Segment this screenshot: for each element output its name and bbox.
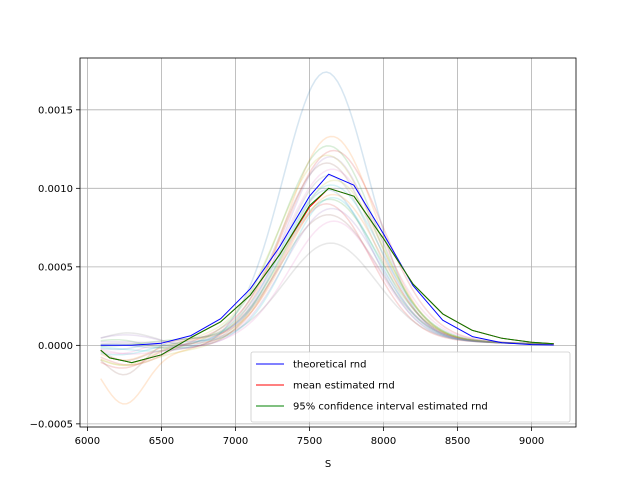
sample-curve — [100, 168, 553, 355]
sample-curve — [100, 174, 553, 347]
y-tick-label: 0.0005 — [38, 262, 73, 273]
sample-curve — [100, 198, 553, 347]
sample-curve — [100, 207, 553, 347]
legend-label: theoretical rnd — [293, 360, 366, 371]
legend: theoretical rnd mean estimated rnd 95% con… — [250, 351, 571, 423]
sample-curve — [100, 189, 553, 349]
sample-curve — [100, 149, 553, 366]
x-tick-label: 8000 — [371, 436, 396, 447]
x-tick-label: 6000 — [75, 436, 100, 447]
sample-curve — [100, 196, 553, 356]
x-axis-label: S — [325, 459, 331, 470]
sample-curve — [100, 184, 553, 352]
sample-curve — [100, 162, 553, 376]
sample-curve — [100, 179, 553, 367]
plot-area-frame — [79, 57, 577, 428]
sample-curve — [100, 135, 553, 405]
sample-curve — [100, 154, 553, 366]
sample-curve — [100, 203, 553, 369]
y-tick-label: 0.0000 — [38, 341, 73, 352]
sample-curves — [100, 71, 553, 405]
sample-curve — [100, 214, 553, 362]
legend-label: 95% confidence interval estimated rnd — [293, 402, 488, 413]
sample-curve — [100, 220, 553, 355]
x-axis-ticks: 6000 6500 7000 7500 8000 8500 9000 — [75, 427, 544, 447]
y-tick-label: 0.0010 — [38, 184, 73, 195]
series-line-2 — [100, 187, 554, 364]
x-tick-label: 8500 — [445, 436, 470, 447]
sample-curve — [100, 242, 553, 347]
x-tick-label: 9000 — [519, 436, 544, 447]
x-tick-label: 7000 — [223, 436, 248, 447]
y-tick-label: −0.0005 — [30, 419, 73, 430]
series-lines — [100, 173, 554, 364]
legend-label: mean estimated rnd — [293, 381, 395, 392]
x-tick-label: 7500 — [297, 436, 322, 447]
x-tick-label: 6500 — [149, 436, 174, 447]
sample-curve — [100, 193, 553, 361]
y-tick-label: 0.0015 — [38, 105, 73, 116]
y-axis-ticks: −0.0005 0.0000 0.0005 0.0010 0.0015 — [30, 105, 80, 430]
sample-curve — [100, 71, 553, 351]
sample-curve — [100, 155, 553, 345]
series-line-0 — [100, 173, 554, 346]
legend-box — [250, 351, 571, 423]
grid — [80, 58, 576, 427]
sample-curve — [100, 145, 553, 349]
